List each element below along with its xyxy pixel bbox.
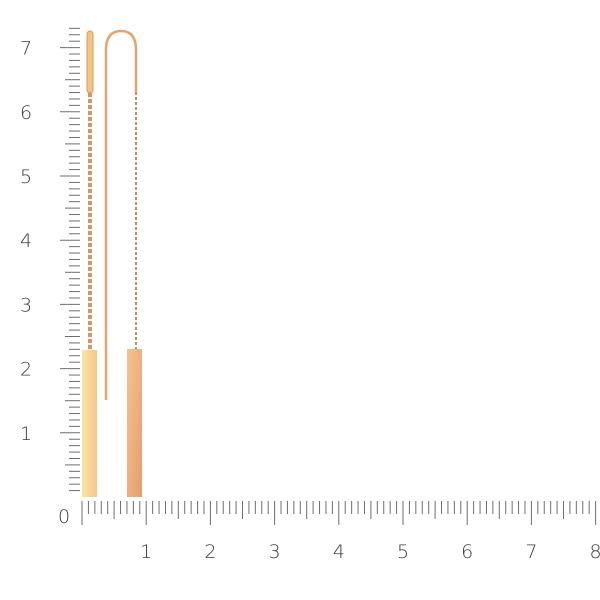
ruler-label-vertical: 4 [20,230,32,252]
ruler-label-horizontal: 8 [590,541,600,563]
earring-side-bar [127,349,142,497]
ruler-label-vertical: 7 [20,38,32,60]
ruler-label-vertical: 1 [20,423,32,445]
ruler-ticks [60,27,597,525]
ruler-label-vertical: 2 [20,359,32,381]
earring-front-bar [82,350,97,497]
ruler-origin-label: 0 [58,506,70,528]
earring-front-wire [86,30,94,94]
earring-front [82,30,97,497]
ruler-label-vertical: 5 [20,166,32,188]
ruler-label-horizontal: 3 [269,541,281,563]
earring-side-hook [104,29,138,400]
ruler-label-vertical: 3 [20,294,32,316]
ruler-label-horizontal: 5 [397,541,409,563]
ruler-label-vertical: 6 [20,102,32,124]
ruler-labels: 1 2 3 4 5 6 7 1 2 3 4 5 6 7 8 0 [20,38,600,563]
ruler-label-horizontal: 1 [140,541,152,563]
earring-side [104,29,142,497]
ruler-label-horizontal: 6 [461,541,473,563]
ruler-label-horizontal: 7 [525,541,537,563]
ruler-label-horizontal: 2 [204,541,216,563]
ruler-label-horizontal: 4 [333,541,345,563]
